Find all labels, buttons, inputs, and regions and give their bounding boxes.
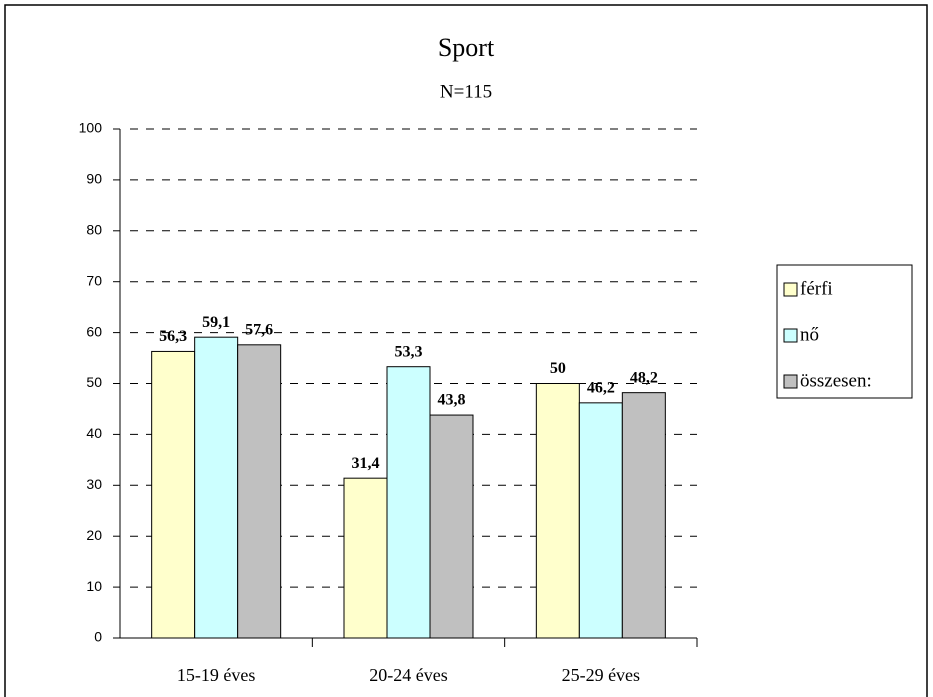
x-tick-label: 15-19 éves	[177, 665, 255, 685]
bar	[194, 336, 239, 639]
y-tick-label: 30	[86, 476, 102, 492]
y-tick-label: 60	[86, 323, 102, 339]
value-label: 56,3	[159, 328, 187, 345]
bar	[578, 402, 623, 639]
legend-swatch	[783, 282, 798, 297]
bar	[429, 414, 474, 639]
bar	[237, 344, 282, 639]
value-label: 57,6	[245, 321, 273, 338]
value-label: 31,4	[352, 455, 380, 472]
bar	[343, 477, 388, 639]
value-label: 59,1	[202, 314, 230, 331]
legend-label: nő	[800, 324, 819, 345]
y-tick-label: 80	[86, 222, 102, 238]
y-tick-label: 0	[94, 629, 102, 645]
legend-label: férfi	[800, 278, 833, 299]
value-label: 53,3	[395, 343, 423, 360]
y-tick-label: 50	[86, 374, 102, 390]
bar	[535, 383, 580, 639]
chart-title: Sport	[438, 33, 495, 62]
y-tick-label: 20	[86, 527, 102, 543]
legend	[776, 264, 913, 399]
bar	[386, 366, 431, 639]
value-label: 48,2	[630, 369, 658, 386]
legend-label: összesen:	[800, 370, 872, 391]
value-label: 46,2	[587, 380, 615, 397]
y-tick-label: 70	[86, 272, 102, 288]
y-tick-label: 40	[86, 425, 102, 441]
value-label: 43,8	[438, 392, 466, 409]
chart-border	[4, 4, 928, 697]
y-tick-label: 100	[79, 120, 103, 136]
chart-subtitle: N=115	[440, 81, 492, 102]
legend-swatch	[783, 328, 798, 343]
bar	[621, 392, 666, 639]
value-label: 50	[550, 360, 566, 377]
x-tick-label: 20-24 éves	[369, 665, 447, 685]
y-tick-label: 10	[86, 578, 102, 594]
x-tick-label: 25-29 éves	[562, 665, 640, 685]
bar	[151, 350, 196, 639]
y-tick-label: 90	[86, 171, 102, 187]
legend-swatch	[783, 374, 798, 389]
